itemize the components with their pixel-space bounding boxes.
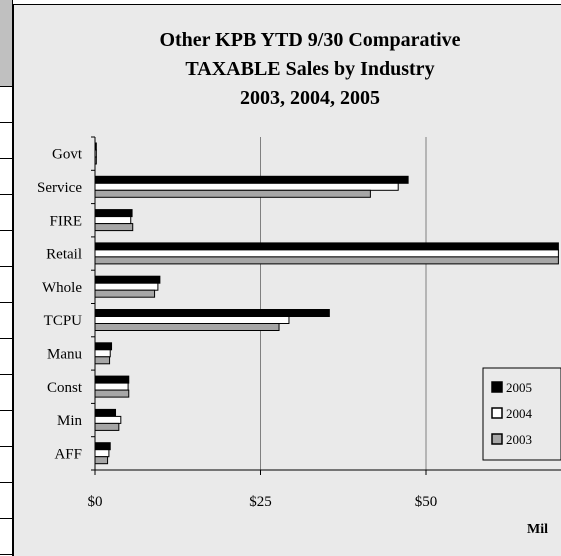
spreadsheet-row-cell bbox=[0, 195, 12, 231]
chart-title-line-2: TAXABLE Sales by Industry bbox=[185, 58, 435, 80]
spreadsheet-row-cell bbox=[0, 159, 12, 195]
y-tick-label: TCPU bbox=[44, 313, 83, 329]
bar-2004-aff bbox=[94, 449, 110, 458]
legend-label-2003: 2003 bbox=[506, 432, 532, 447]
bar-2004-manu bbox=[94, 349, 111, 358]
x-tick-label: $50 bbox=[415, 494, 438, 510]
y-tick-label: Manu bbox=[47, 346, 82, 362]
bar-2003-aff bbox=[94, 456, 109, 465]
y-tick-label: Govt bbox=[52, 147, 83, 163]
legend-swatch-2004 bbox=[491, 407, 503, 419]
bar-2004-tcpu bbox=[94, 316, 290, 324]
spreadsheet-row-cell bbox=[0, 519, 12, 555]
bar-2003-tcpu bbox=[94, 323, 280, 331]
spreadsheet-row-cell bbox=[0, 303, 12, 339]
y-tick-label: Service bbox=[37, 180, 82, 196]
spreadsheet-row-cell bbox=[0, 483, 12, 519]
bar-2005-whole bbox=[94, 275, 161, 284]
bar-2003-retail bbox=[94, 256, 559, 265]
spreadsheet-row-cell bbox=[0, 447, 12, 483]
x-tick-label: $0 bbox=[88, 494, 103, 510]
spreadsheet-row-cell bbox=[0, 339, 12, 375]
bar-2005-fire bbox=[94, 209, 133, 218]
x-axis-label: Mil bbox=[527, 522, 548, 537]
spreadsheet-row-cell bbox=[0, 267, 12, 303]
bar-2005-manu bbox=[94, 342, 113, 351]
bar-2004-fire bbox=[94, 216, 132, 225]
bar-2005-service bbox=[94, 175, 409, 184]
spreadsheet-row-cell bbox=[0, 375, 12, 411]
bar-2005-tcpu bbox=[94, 309, 330, 317]
chart-title: Other KPB YTD 9/30 Comparative TAXABLE S… bbox=[100, 26, 520, 113]
bar-2004-min bbox=[94, 415, 122, 424]
spreadsheet-row-cell bbox=[0, 231, 12, 267]
bar-2003-manu bbox=[94, 356, 111, 365]
bar-2004-service bbox=[94, 182, 399, 191]
bar-2005-aff bbox=[94, 442, 111, 451]
legend-label-2005: 2005 bbox=[506, 380, 532, 395]
bar-2004-const bbox=[94, 382, 129, 391]
y-tick-label: Const bbox=[47, 380, 83, 396]
legend-swatch-2005 bbox=[491, 381, 503, 393]
spreadsheet-row-cell bbox=[0, 411, 12, 447]
bar-2005-retail bbox=[94, 242, 559, 251]
bar-2003-min bbox=[94, 422, 120, 431]
bar-2003-const bbox=[94, 389, 130, 398]
y-tick-label: FIRE bbox=[49, 213, 82, 229]
x-tick-label: $25 bbox=[249, 494, 272, 510]
legend-swatch-2003 bbox=[491, 433, 503, 445]
bar-2003-whole bbox=[94, 289, 156, 298]
bar-2004-retail bbox=[94, 249, 559, 258]
bar-2003-service bbox=[94, 189, 371, 198]
legend-label-2004: 2004 bbox=[506, 406, 533, 421]
spreadsheet-row-strip bbox=[0, 0, 13, 556]
y-tick-label: Min bbox=[57, 413, 83, 429]
chart-title-line-1: Other KPB YTD 9/30 Comparative bbox=[159, 29, 461, 51]
spreadsheet-row-cell bbox=[0, 123, 12, 159]
y-tick-label: AFF bbox=[54, 446, 82, 462]
spreadsheet-header-cell bbox=[0, 0, 12, 87]
bar-2003-fire bbox=[94, 223, 134, 232]
y-tick-label: Retail bbox=[46, 247, 82, 263]
bar-2005-min bbox=[94, 408, 117, 417]
y-tick-label: Whole bbox=[42, 280, 82, 296]
spreadsheet-row-cell bbox=[0, 87, 12, 123]
chart-title-line-3: 2003, 2004, 2005 bbox=[240, 87, 380, 109]
bar-2005-const bbox=[94, 375, 130, 384]
bar-2004-whole bbox=[94, 282, 159, 291]
